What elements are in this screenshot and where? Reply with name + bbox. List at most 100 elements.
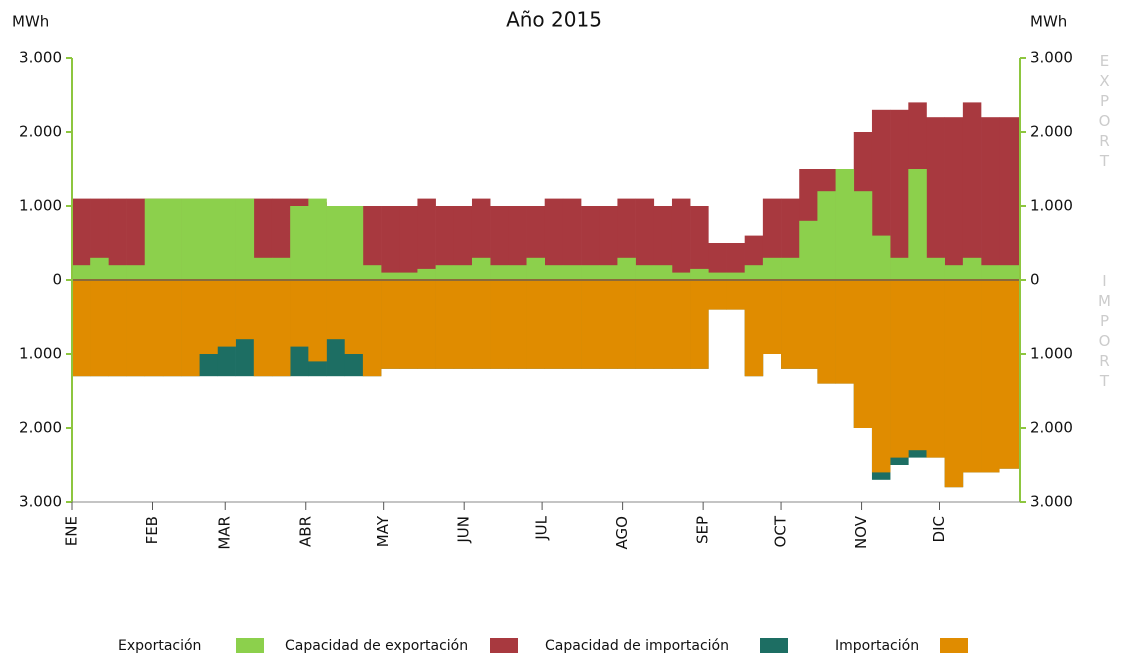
bar — [635, 265, 655, 280]
legend-label: Importación — [835, 638, 919, 654]
bar — [581, 280, 600, 369]
bar — [271, 280, 291, 377]
y-tick-label: 0 — [52, 271, 62, 289]
bar — [635, 198, 655, 280]
bar — [235, 280, 255, 340]
bar — [181, 280, 200, 377]
bar — [72, 265, 91, 280]
bar — [726, 243, 745, 280]
bar — [308, 280, 327, 362]
y2-tick-label: 0 — [1030, 271, 1040, 289]
bar — [181, 198, 200, 280]
y-tick-label: 2.000 — [19, 419, 62, 437]
bar — [926, 280, 945, 458]
bar — [799, 280, 818, 369]
bar — [453, 206, 473, 280]
x-tick-label: NOV — [852, 515, 870, 549]
legend-swatch — [236, 638, 264, 653]
bar — [399, 280, 418, 369]
bar — [562, 265, 582, 280]
bar — [981, 117, 1000, 280]
bar — [962, 280, 982, 473]
bar — [417, 280, 436, 369]
bar — [635, 280, 655, 369]
bar — [690, 268, 709, 280]
x-tick-label: MAR — [216, 516, 234, 550]
bar — [708, 280, 727, 310]
bar — [926, 117, 945, 280]
bar — [562, 198, 582, 280]
y2-tick-label: 2.000 — [1030, 123, 1073, 141]
bar — [381, 280, 400, 369]
legend-label: Capacidad de importación — [545, 638, 729, 654]
bar — [562, 280, 582, 369]
bar — [853, 191, 873, 280]
side-label: EXPORT — [1096, 52, 1114, 172]
x-tick-label: MAY — [374, 515, 392, 547]
bar — [708, 243, 727, 280]
x-tick-label: SEP — [694, 516, 712, 544]
bar — [944, 117, 964, 280]
bar — [671, 198, 691, 280]
bar — [108, 265, 127, 280]
bar — [762, 257, 782, 280]
legend-swatch — [760, 638, 788, 653]
y2-tick-label: 3.000 — [1030, 493, 1073, 511]
bar — [126, 198, 146, 280]
y-tick-label: 3.000 — [19, 493, 62, 511]
bar — [508, 280, 527, 369]
x-tick-label: FEB — [143, 516, 161, 544]
bar — [162, 198, 182, 280]
legend-swatch — [490, 638, 518, 653]
bar — [90, 280, 109, 377]
x-tick-label: JUL — [533, 515, 551, 540]
bar — [653, 265, 673, 280]
bar — [362, 280, 382, 377]
bar — [435, 206, 455, 280]
bar — [981, 280, 1000, 473]
bar — [981, 265, 1000, 280]
bar — [490, 265, 509, 280]
bar — [399, 272, 418, 280]
bar — [399, 206, 418, 280]
y-tick-label: 3.000 — [19, 49, 62, 67]
bar — [471, 280, 491, 369]
y-tick-label: 2.000 — [19, 123, 62, 141]
bar — [999, 280, 1021, 469]
bar — [944, 265, 964, 280]
bar — [72, 280, 91, 377]
bar — [490, 280, 509, 369]
bar — [908, 280, 927, 451]
bar — [944, 280, 964, 488]
bar — [671, 272, 691, 280]
bar — [853, 280, 873, 428]
x-tick-label: ABR — [296, 516, 314, 547]
bar — [526, 257, 546, 280]
bar — [890, 109, 909, 280]
bar — [108, 280, 127, 377]
bar — [417, 268, 436, 280]
bar — [835, 280, 855, 384]
bar — [962, 102, 982, 281]
bar — [890, 257, 909, 280]
bar — [199, 280, 218, 354]
bar — [726, 280, 745, 310]
bar — [690, 206, 709, 280]
bar — [962, 257, 982, 280]
bar — [508, 206, 527, 280]
y-axis-label: MWh — [12, 13, 49, 31]
chart-title: Año 2015 — [506, 8, 602, 32]
bar — [653, 280, 673, 369]
bar — [253, 280, 273, 377]
bar — [544, 198, 564, 280]
bar — [781, 280, 800, 369]
bar — [926, 257, 945, 280]
bar — [726, 272, 745, 280]
bar — [835, 169, 855, 280]
y2-tick-label: 1.000 — [1030, 345, 1073, 363]
bar — [344, 280, 364, 354]
bar — [199, 198, 218, 280]
bar — [890, 280, 909, 458]
bar — [617, 257, 636, 280]
